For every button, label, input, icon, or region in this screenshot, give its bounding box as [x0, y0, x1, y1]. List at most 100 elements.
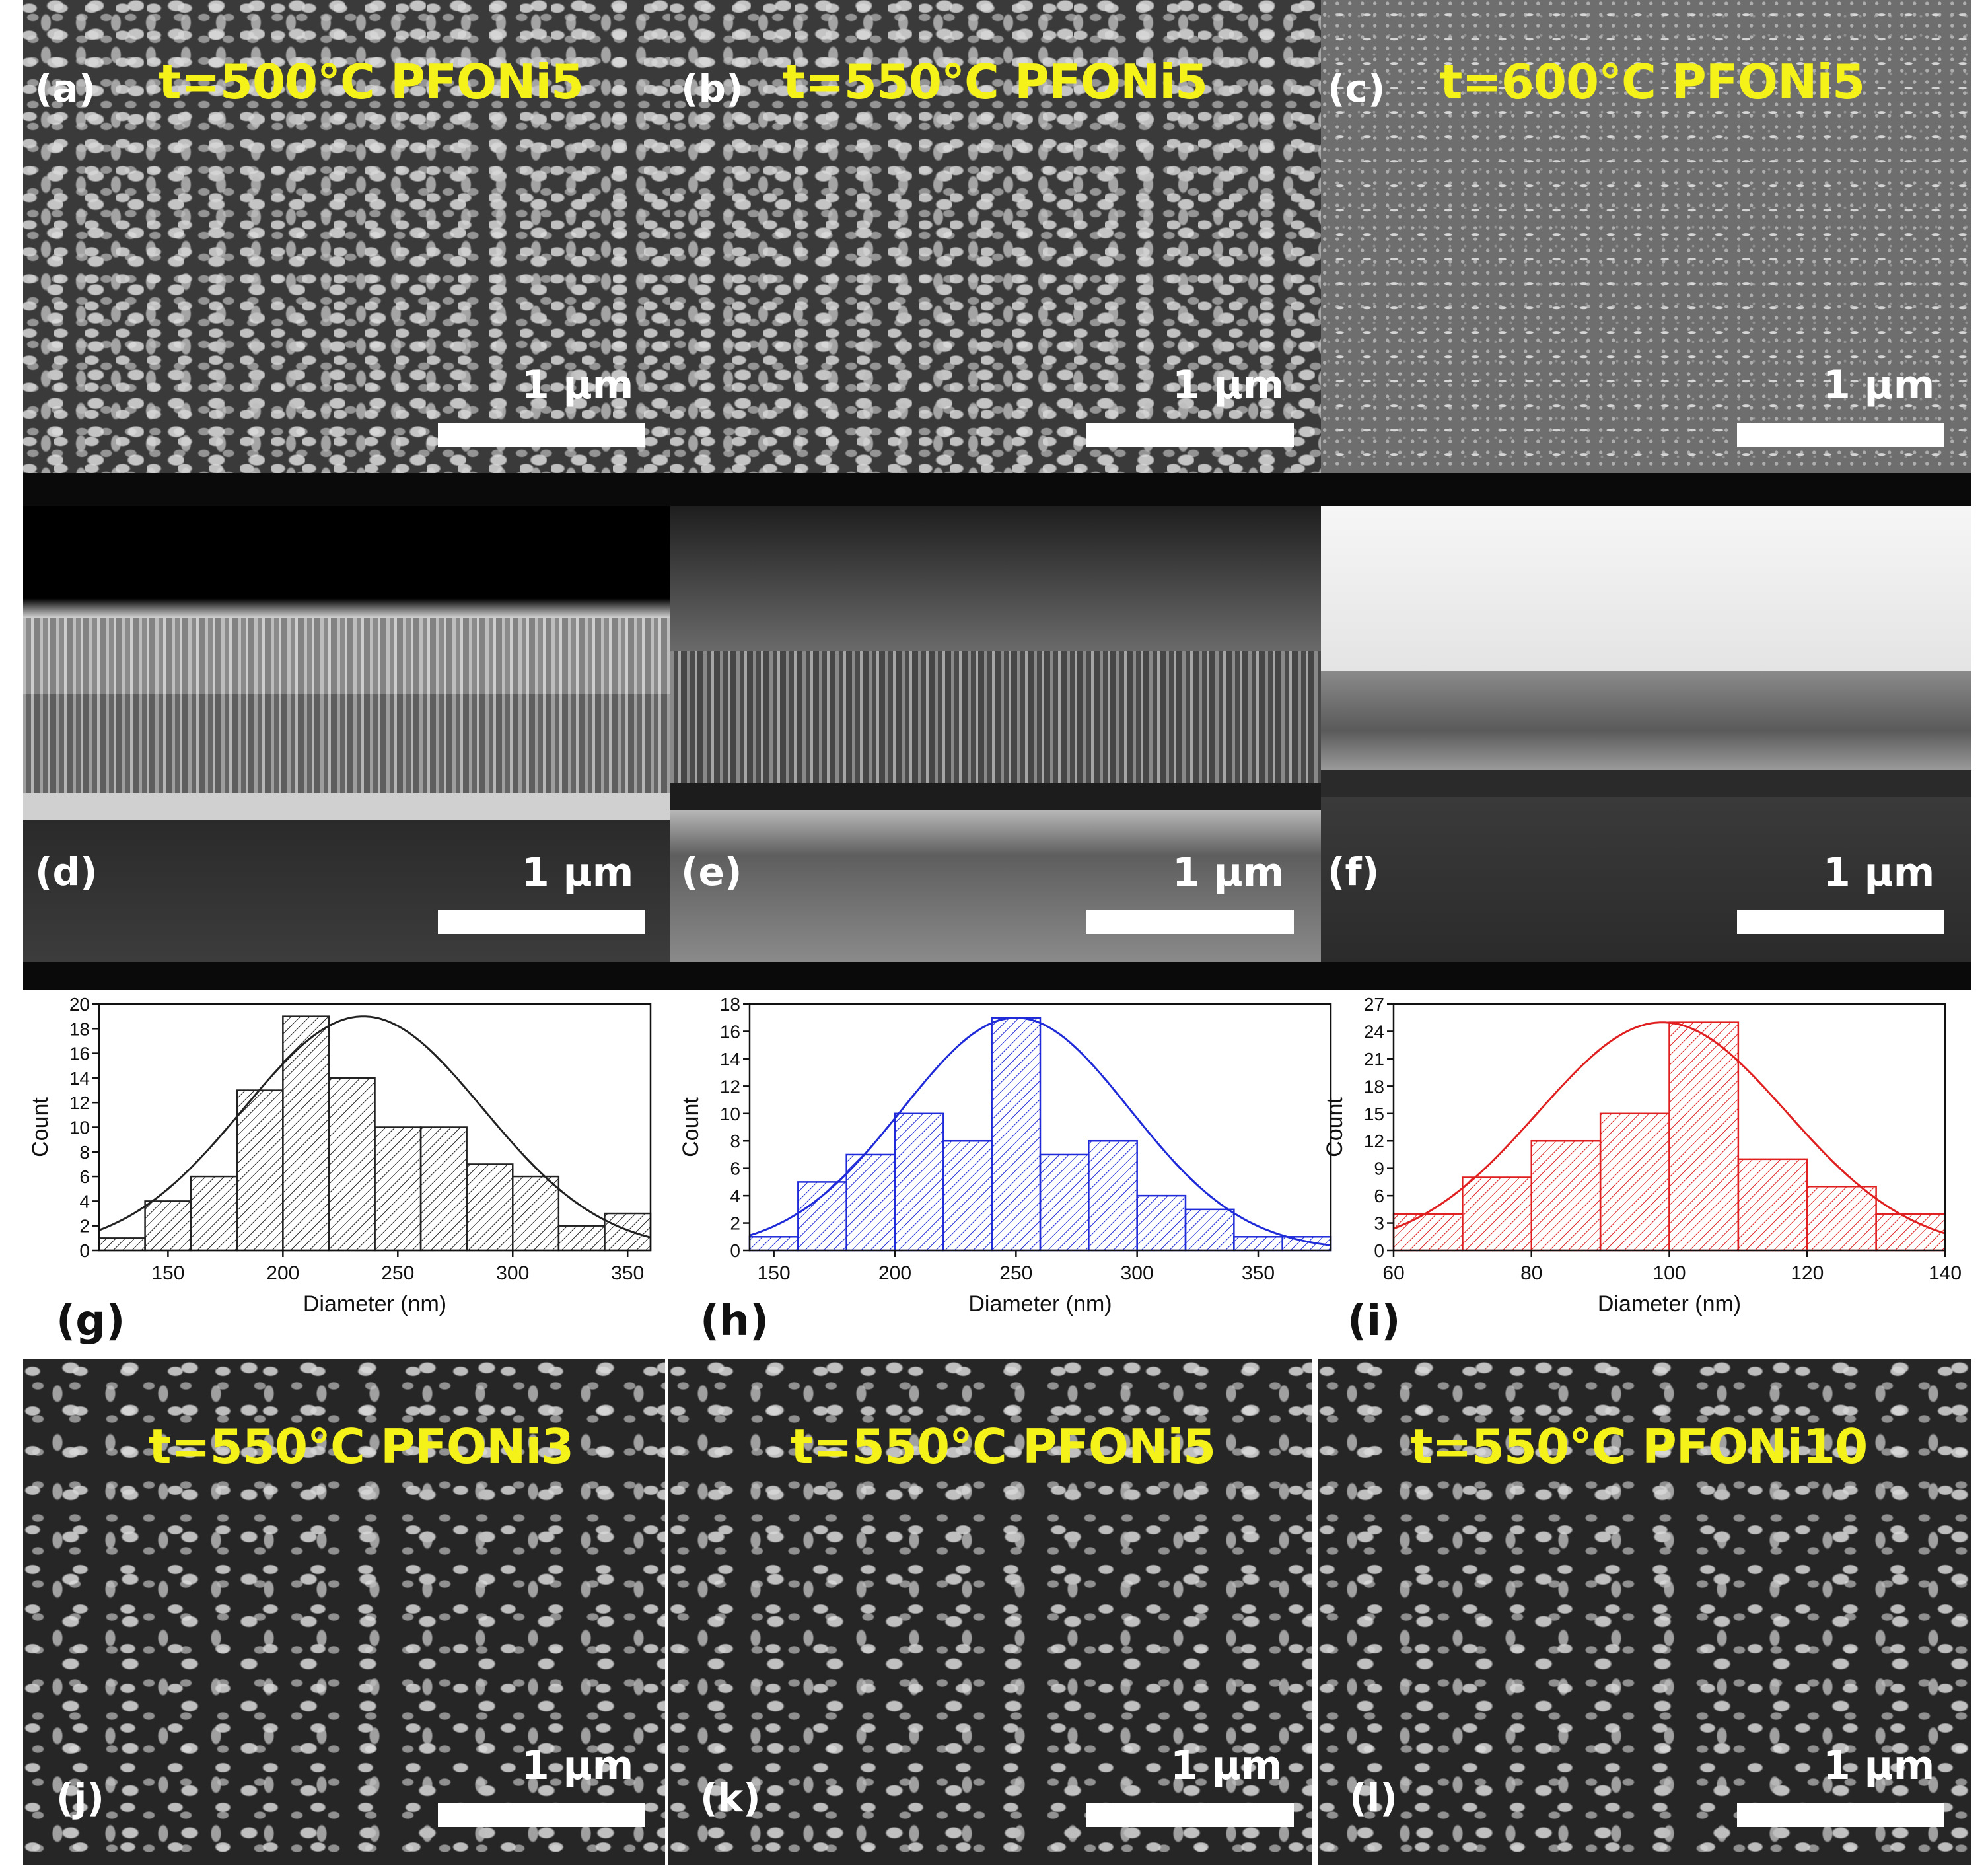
panel-label: (i) [1347, 1297, 1401, 1346]
sem-panel-a: (a) t=500°C PFONi5 1 μm [23, 0, 670, 473]
y-tick-label: 12 [1364, 1131, 1384, 1151]
x-tick-label: 300 [496, 1262, 529, 1284]
x-tick-label: 350 [1242, 1262, 1275, 1284]
y-tick-label: 16 [720, 1021, 740, 1042]
panel-label: (h) [700, 1297, 769, 1346]
x-tick-label: 250 [381, 1262, 414, 1284]
panel-title: t=550°C PFONi3 [149, 1419, 574, 1474]
scale-bar [1737, 423, 1944, 447]
substrate [1321, 797, 1971, 962]
histogram-bar [942, 1139, 993, 1252]
scale-bar [1737, 1803, 1944, 1827]
plot-frame [748, 1003, 1332, 1252]
scale-bar-label: 1 μm [522, 362, 634, 408]
film-top [23, 598, 670, 618]
histogram-bar [466, 1163, 514, 1252]
scale-bar-label: 1 μm [522, 849, 634, 896]
y-tick-label: 6 [1374, 1186, 1384, 1206]
histogram-bar [1392, 1213, 1464, 1252]
panel-label: (e) [681, 849, 742, 894]
histogram-bar [1806, 1186, 1877, 1252]
y-tick-label: 18 [69, 1019, 90, 1039]
y-tick-label: 14 [720, 1049, 740, 1069]
y-tick-label: 8 [730, 1131, 740, 1151]
vacuum [670, 506, 1321, 651]
x-tick-label: 140 [1929, 1262, 1962, 1284]
sem-panel-k: t=550°C PFONi5 (k) 1 μm [668, 1359, 1312, 1865]
y-tick-label: 0 [79, 1241, 90, 1261]
y-tick-label: 4 [79, 1191, 90, 1211]
panel-label: (d) [35, 849, 98, 894]
divider-strip [23, 962, 1971, 990]
histogram-bar [144, 1200, 192, 1252]
scale-bar-label: 1 μm [1823, 1743, 1935, 1789]
histogram-bar [557, 1225, 606, 1252]
histogram-bar [894, 1112, 944, 1252]
scale-bar-label: 1 μm [522, 1743, 634, 1789]
histogram-bar [748, 1236, 799, 1252]
x-tick-label: 60 [1382, 1262, 1404, 1284]
y-tick-label: 24 [1364, 1021, 1384, 1042]
panel-title: t=550°C PFONi5 [783, 54, 1208, 110]
histogram-bar [1039, 1153, 1090, 1252]
histogram-bar [797, 1181, 847, 1252]
y-tick-label: 9 [1374, 1159, 1384, 1179]
sem-panel-l: t=550°C PFONi10 (l) 1 μm [1318, 1359, 1971, 1865]
histogram-bar [374, 1126, 422, 1252]
y-tick-label: 2 [79, 1216, 90, 1237]
histogram-bar [1530, 1139, 1602, 1252]
histogram-bar [1088, 1139, 1138, 1252]
y-tick-label: 27 [1364, 994, 1384, 1015]
film-columns [670, 651, 1321, 783]
panel-label: (c) [1328, 66, 1386, 111]
panel-title: t=500°C PFONi5 [159, 54, 584, 110]
gaussian-fit-line [98, 1015, 651, 1239]
x-tick-label: 120 [1791, 1262, 1824, 1284]
y-tick-label: 4 [730, 1186, 740, 1206]
film-layer [23, 605, 670, 694]
scale-bar-label: 1 μm [1172, 362, 1285, 408]
y-tick-label: 21 [1364, 1049, 1384, 1069]
y-tick-label: 18 [1364, 1076, 1384, 1097]
y-tick-label: 15 [1364, 1104, 1384, 1124]
scale-bar-label: 1 μm [1172, 849, 1285, 896]
vacuum [1321, 506, 1971, 671]
histogram-bar [236, 1089, 284, 1252]
panel-title: t=600°C PFONi5 [1440, 54, 1865, 110]
y-tick-label: 12 [69, 1093, 90, 1113]
cross-section-panel-e: (e) 1 μm [670, 506, 1321, 962]
panel-label: (l) [1349, 1776, 1398, 1820]
substrate [23, 820, 670, 962]
y-tick-label: 3 [1374, 1213, 1384, 1234]
histogram-bar [1668, 1021, 1740, 1252]
histogram-bar [328, 1077, 376, 1252]
histogram-bar [1136, 1194, 1187, 1252]
histogram-bar [991, 1017, 1042, 1252]
panel-title: t=550°C PFONi10 [1410, 1419, 1868, 1474]
y-tick-label: 8 [79, 1142, 90, 1163]
sem-panel-c: (c) t=600°C PFONi5 1 μm [1321, 0, 1971, 473]
histogram-bar [1599, 1112, 1670, 1252]
panel-label: (f) [1328, 849, 1380, 894]
y-tick-label: 10 [69, 1118, 90, 1138]
x-tick-label: 200 [266, 1262, 299, 1284]
panel-label: (a) [35, 66, 96, 111]
histogram-g: 150 200 250 300 350 0 2 4 6 8 10 12 14 16 18 20 Diameter… [0, 990, 664, 1359]
film-columns [23, 694, 670, 793]
panel-title: t=550°C PFONi5 [791, 1419, 1216, 1474]
sem-panel-j: t=550°C PFONi3 (j) 1 μm [23, 1359, 665, 1865]
interface-layer [23, 793, 670, 820]
x-axis-label: Diameter (nm) [303, 1291, 446, 1316]
y-tick-label: 10 [720, 1104, 740, 1124]
y-tick-label: 2 [730, 1213, 740, 1234]
sem-panel-b: (b) t=550°C PFONi5 1 μm [670, 0, 1321, 473]
histogram-bar [190, 1175, 238, 1252]
y-tick-label: 6 [79, 1167, 90, 1187]
histogram-bar [282, 1015, 330, 1252]
y-tick-label: 20 [69, 994, 90, 1015]
y-tick-label: 12 [720, 1076, 740, 1097]
x-tick-label: 150 [758, 1262, 791, 1284]
gaussian-fit-line [1393, 1021, 1946, 1235]
scale-bar [438, 423, 645, 447]
panel-label: (k) [700, 1776, 761, 1820]
